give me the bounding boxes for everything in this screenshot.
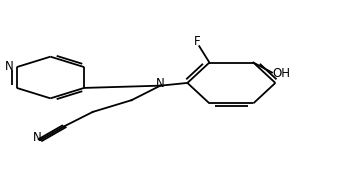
Text: OH: OH [272, 68, 291, 80]
Text: N: N [156, 77, 165, 90]
Text: N: N [5, 60, 14, 73]
Text: N: N [33, 131, 42, 144]
Text: F: F [194, 35, 201, 48]
